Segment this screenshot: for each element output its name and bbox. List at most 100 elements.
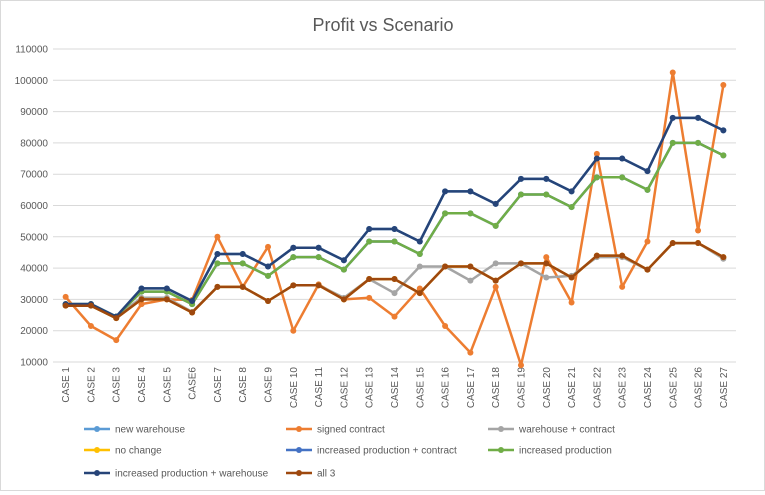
data-point — [366, 276, 373, 283]
data-point — [366, 294, 373, 301]
data-point — [720, 254, 727, 261]
legend-label: increased production + warehouse — [115, 469, 269, 480]
x-tick-label: CASE 1 — [61, 367, 72, 403]
data-point — [391, 313, 398, 320]
data-point — [695, 240, 702, 247]
legend-item: increased production + contract — [286, 446, 457, 457]
data-point — [543, 274, 550, 281]
series-layer — [62, 69, 727, 369]
data-point — [568, 299, 575, 306]
x-tick-label: CASE 10 — [289, 367, 300, 409]
data-point — [720, 152, 727, 159]
data-point — [568, 274, 575, 281]
data-point — [265, 263, 272, 270]
data-point — [644, 266, 651, 273]
data-point — [593, 155, 600, 162]
y-tick-label: 80000 — [20, 138, 48, 149]
data-point — [265, 272, 272, 279]
data-point — [189, 297, 196, 304]
data-point — [543, 254, 550, 261]
data-point — [340, 257, 347, 264]
data-point — [517, 362, 524, 369]
legend-label: signed contract — [317, 425, 385, 436]
x-tick-label: CASE 24 — [643, 367, 654, 409]
data-point — [366, 225, 373, 232]
x-tick-label: CASE 9 — [264, 367, 275, 403]
data-point — [644, 186, 651, 193]
data-point — [315, 244, 322, 251]
data-point — [492, 260, 499, 267]
x-tick-label: CASE 18 — [491, 367, 502, 409]
data-point — [391, 238, 398, 245]
legend-marker — [296, 426, 302, 432]
data-point — [113, 337, 120, 344]
data-point — [138, 301, 145, 308]
data-point — [720, 127, 727, 134]
data-point — [442, 323, 449, 330]
x-tick-label: CASE 26 — [694, 367, 705, 409]
x-tick-label: CASE 17 — [466, 367, 477, 409]
data-point — [492, 277, 499, 284]
legend-marker — [498, 447, 504, 453]
data-point — [391, 276, 398, 283]
y-tick-label: 50000 — [20, 232, 48, 243]
data-point — [619, 155, 626, 162]
data-point — [467, 188, 474, 195]
data-point — [290, 244, 297, 251]
x-tick-label: CASE 2 — [86, 367, 97, 403]
data-point — [87, 323, 94, 330]
data-point — [669, 114, 676, 121]
x-tick-label: CASE 4 — [137, 367, 148, 403]
x-tick-label: CASE 14 — [390, 367, 401, 409]
data-point — [543, 175, 550, 182]
series-line — [64, 71, 725, 367]
legend-marker — [498, 426, 504, 432]
data-point — [492, 200, 499, 207]
data-point — [138, 285, 145, 292]
data-point — [138, 296, 145, 303]
x-tick-label: CASE 20 — [542, 367, 553, 409]
x-tick-label: CASE 3 — [112, 367, 123, 403]
data-point — [113, 315, 120, 322]
data-point — [416, 263, 423, 270]
data-point — [163, 296, 170, 303]
data-point — [467, 349, 474, 356]
data-point — [62, 293, 69, 300]
legend-item: increased production — [488, 446, 612, 457]
legend-item: signed contract — [286, 425, 385, 436]
data-point — [517, 260, 524, 267]
legend-label: warehouse + contract — [518, 425, 615, 436]
data-point — [391, 290, 398, 297]
data-point — [340, 266, 347, 273]
data-point — [265, 297, 272, 304]
y-tick-label: 30000 — [20, 295, 48, 306]
data-point — [87, 302, 94, 309]
x-tick-label: CASE 8 — [238, 367, 249, 403]
series-increased-production-warehouse — [62, 114, 727, 320]
data-point — [290, 282, 297, 289]
legend-item: increased production + warehouse — [84, 469, 269, 480]
data-point — [442, 263, 449, 270]
x-tick-label: CASE 11 — [314, 367, 325, 408]
legend-label: increased production + contract — [317, 446, 457, 457]
x-tick-label: CASE 7 — [213, 367, 224, 403]
data-point — [695, 139, 702, 146]
y-tick-label: 110000 — [15, 45, 48, 56]
x-tick-label: CASE 25 — [668, 367, 679, 409]
series-all-3 — [62, 240, 727, 322]
data-point — [568, 188, 575, 195]
data-point — [416, 238, 423, 245]
data-point — [593, 252, 600, 259]
legend-item: warehouse + contract — [488, 425, 615, 436]
data-point — [492, 283, 499, 290]
data-point — [391, 225, 398, 232]
data-point — [593, 174, 600, 181]
data-point — [416, 251, 423, 258]
y-tick-label: 10000 — [20, 358, 48, 369]
legend-label: no change — [115, 446, 162, 457]
legend-marker — [296, 447, 302, 453]
data-point — [720, 81, 727, 88]
x-tick-label: CASE 23 — [618, 367, 629, 409]
data-point — [265, 243, 272, 250]
legend-item: new warehouse — [84, 425, 185, 436]
